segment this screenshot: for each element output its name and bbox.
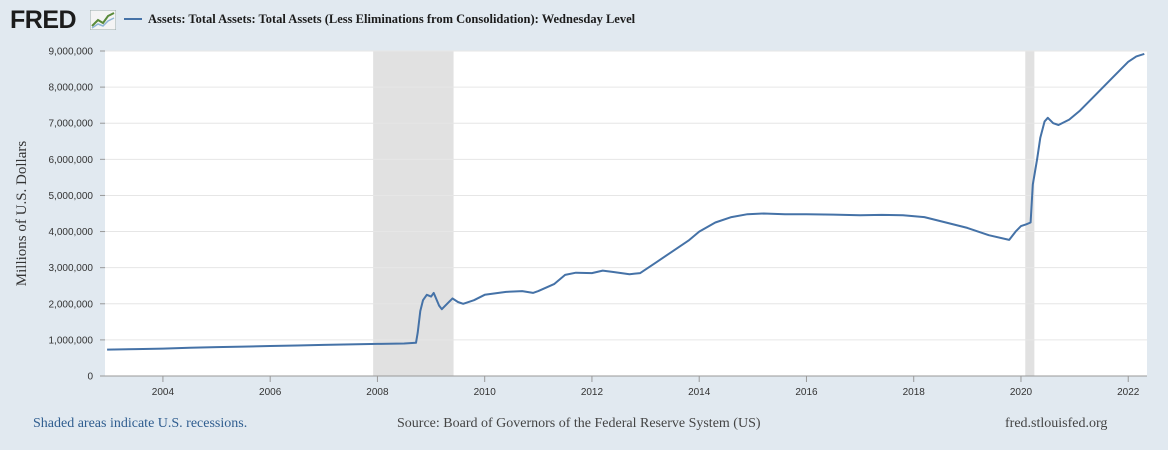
x-tick-label: 2010 [474,387,497,398]
y-tick-label: 9,000,000 [49,47,94,58]
recession-shade [1025,51,1035,376]
recession-shade [373,51,454,376]
y-tick-label: 6,000,000 [49,155,94,166]
recession-note: Shaded areas indicate U.S. recessions. [33,416,248,431]
x-tick-label: 2022 [1117,387,1140,398]
legend-swatch [124,18,142,20]
chart-area[interactable]: 0 1,000,000 2,000,000 3,000,000 4,000,000 5,0… [0,0,1168,410]
x-tick-label: 2008 [366,387,389,398]
x-tick-label: 2016 [795,387,818,398]
logo-text: FRED [10,6,77,34]
x-tick-label: 2020 [1010,387,1033,398]
y-tick-label: 3,000,000 [49,263,94,274]
x-tick-label: 2012 [581,387,604,398]
y-tick-label: 8,000,000 [49,83,94,94]
y-tick-label: 0 [87,372,93,383]
y-tick-label: 1,000,000 [49,335,94,346]
y-tick-label: 2,000,000 [49,299,94,310]
y-tick-label: 7,000,000 [49,119,94,130]
legend-series-label: Assets: Total Assets: Total Assets (Less… [148,11,636,26]
site-url[interactable]: fred.stlouisfed.org [1005,416,1108,431]
series-line [107,52,1145,351]
x-tick-label: 2018 [903,387,926,398]
fred-logo[interactable]: FRED [10,6,120,34]
line-chart-icon [90,10,116,30]
plot-background [105,51,1147,376]
y-tick-label: 4,000,000 [49,227,94,238]
y-tick-label: 5,000,000 [49,191,94,202]
x-tick-label: 2006 [259,387,282,398]
source-note: Source: Board of Governors of the Federa… [397,416,761,431]
y-axis-label: Millions of U.S. Dollars [14,141,30,287]
chart-legend: Assets: Total Assets: Total Assets (Less… [124,9,635,29]
x-tick-label: 2004 [152,387,175,398]
x-tick-label: 2014 [688,387,711,398]
